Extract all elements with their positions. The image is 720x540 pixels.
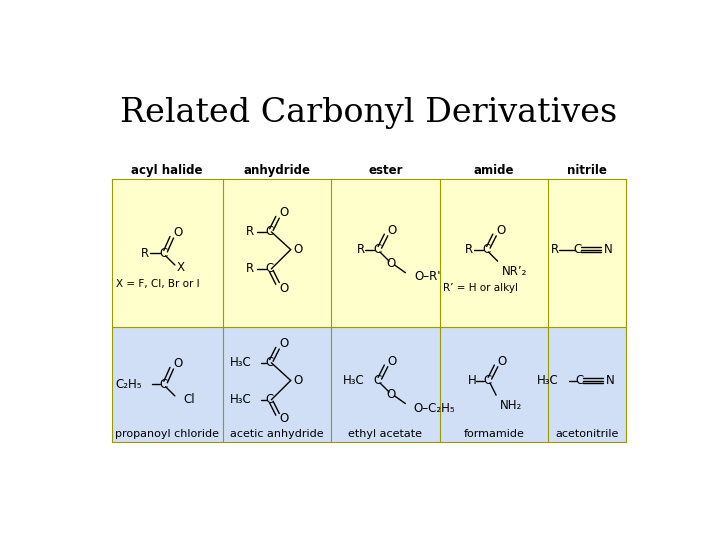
Text: nitrile: nitrile — [567, 164, 607, 177]
Text: O: O — [294, 374, 303, 387]
Text: R: R — [246, 262, 254, 275]
Text: H₃C: H₃C — [230, 356, 252, 369]
Text: anhydride: anhydride — [243, 164, 310, 177]
Text: X: X — [177, 261, 185, 274]
Text: H₃C: H₃C — [536, 374, 559, 387]
Text: ester: ester — [368, 164, 402, 177]
Text: C: C — [159, 378, 167, 391]
Text: C: C — [575, 374, 583, 387]
Text: O: O — [279, 337, 289, 350]
Text: C: C — [482, 243, 490, 256]
Text: Cl: Cl — [184, 393, 195, 406]
Bar — [331, 327, 439, 442]
Text: propanoyl chloride: propanoyl chloride — [115, 429, 219, 440]
Text: O: O — [498, 355, 507, 368]
Bar — [439, 179, 548, 327]
Text: C: C — [574, 243, 582, 256]
Text: O–C₂H₅: O–C₂H₅ — [413, 402, 455, 415]
Bar — [548, 327, 626, 442]
Text: NH₂: NH₂ — [500, 399, 522, 412]
Bar — [112, 327, 222, 442]
Bar — [331, 179, 439, 327]
Text: R: R — [356, 243, 364, 256]
Text: C: C — [483, 374, 492, 387]
Text: O: O — [387, 355, 397, 368]
Text: O: O — [294, 243, 303, 256]
Text: amide: amide — [474, 164, 514, 177]
Text: C: C — [159, 247, 167, 260]
Text: C: C — [374, 243, 382, 256]
Text: X = F, Cl, Br or I: X = F, Cl, Br or I — [116, 279, 199, 289]
Text: O: O — [174, 357, 183, 370]
Text: R: R — [246, 225, 254, 238]
Text: C: C — [265, 262, 273, 275]
Text: C: C — [265, 225, 273, 238]
Text: formamide: formamide — [464, 429, 524, 440]
Text: H₃C: H₃C — [343, 374, 364, 387]
Text: acyl halide: acyl halide — [131, 164, 203, 177]
Bar — [548, 179, 626, 327]
Text: R: R — [465, 243, 473, 256]
Text: N: N — [603, 243, 613, 256]
Text: acetonitrile: acetonitrile — [555, 429, 619, 440]
Text: R’ = H or alkyl: R’ = H or alkyl — [444, 283, 518, 293]
Text: O: O — [174, 226, 183, 239]
Bar — [222, 179, 331, 327]
Text: R: R — [551, 243, 559, 256]
Text: O: O — [387, 224, 397, 237]
Text: C: C — [265, 356, 273, 369]
Text: C: C — [374, 374, 382, 387]
Text: N: N — [606, 374, 615, 387]
Bar — [112, 179, 222, 327]
Bar — [439, 327, 548, 442]
Text: O: O — [387, 388, 396, 401]
Text: O: O — [279, 206, 289, 219]
Text: C: C — [265, 393, 273, 406]
Text: O: O — [279, 281, 289, 295]
Text: acetic anhydride: acetic anhydride — [230, 429, 323, 440]
Text: R: R — [141, 247, 150, 260]
Text: ethyl acetate: ethyl acetate — [348, 429, 422, 440]
Text: O: O — [496, 224, 505, 237]
Text: NR’₂: NR’₂ — [502, 265, 527, 278]
Text: O–R': O–R' — [415, 270, 441, 283]
Text: O: O — [279, 413, 289, 426]
Text: C₂H₅: C₂H₅ — [116, 378, 143, 391]
Text: O: O — [387, 257, 396, 270]
Text: H: H — [468, 374, 477, 387]
Text: Related Carbonyl Derivatives: Related Carbonyl Derivatives — [120, 97, 618, 129]
Bar — [222, 327, 331, 442]
Text: H₃C: H₃C — [230, 393, 252, 406]
